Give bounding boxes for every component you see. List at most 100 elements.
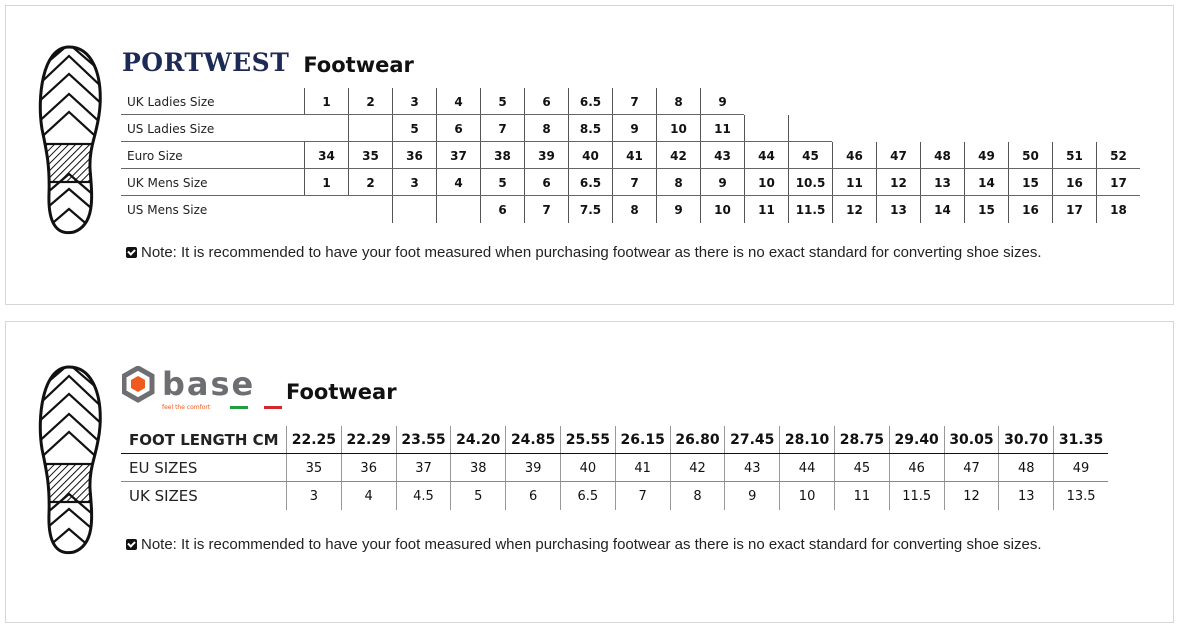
- size-cell: 10: [700, 196, 744, 223]
- size-cell: 40: [568, 142, 612, 169]
- portwest-panel: PORTWEST Footwear UK Ladies Size 1 2 3 4 5 6 6.…: [5, 5, 1174, 305]
- size-cell: 43: [700, 142, 744, 169]
- size-cell: [876, 115, 920, 142]
- row-label: UK Mens Size: [127, 175, 208, 190]
- size-cell: 17: [1096, 169, 1140, 196]
- size-cell: 14: [920, 196, 964, 223]
- size-cell: 13: [876, 196, 920, 223]
- size-cell: 12: [876, 169, 920, 196]
- size-row: US Mens Size 6 7 7.5 8 9 10 11 11.5 12 13 14 15 16 17 1…: [121, 196, 1140, 223]
- size-cell: 7: [614, 482, 670, 510]
- size-cell: 7.5: [568, 196, 612, 223]
- row-label: EU SIZES: [129, 459, 198, 477]
- size-cell: 11: [833, 482, 889, 510]
- size-cell: [392, 196, 436, 223]
- size-cell: 13: [998, 482, 1053, 510]
- size-cell: 25.55: [559, 426, 615, 454]
- size-cell: 24.85: [505, 426, 560, 454]
- size-cell: 24.20: [450, 426, 505, 454]
- size-cell: 35: [348, 142, 392, 169]
- base-wordmark: base: [162, 366, 255, 403]
- size-cell: [964, 88, 1008, 115]
- size-cell: [1096, 88, 1140, 115]
- size-cell: 26.15: [614, 426, 670, 454]
- portwest-header: PORTWEST Footwear: [122, 48, 414, 77]
- size-cell: 13: [920, 169, 964, 196]
- size-cell: 3: [286, 482, 341, 510]
- size-row: US Ladies Size 5 6 7 8 8.5 9 10 11: [121, 115, 1140, 142]
- size-cell: [876, 88, 920, 115]
- size-cell: 18: [1096, 196, 1140, 223]
- size-cell: [348, 196, 392, 223]
- base-tagline: feel the comfort: [162, 404, 211, 411]
- size-cell: 39: [505, 454, 560, 482]
- size-cell: 13.5: [1053, 482, 1108, 510]
- section-title: Footwear: [303, 53, 414, 77]
- size-cell: 6: [436, 115, 480, 142]
- size-cell: 11.5: [788, 196, 832, 223]
- size-cell: [788, 88, 832, 115]
- size-cell: 14: [964, 169, 1008, 196]
- size-cell: 50: [1008, 142, 1052, 169]
- size-cell: 27.45: [724, 426, 779, 454]
- shoe-sole-icon: [34, 364, 106, 559]
- size-cell: 48: [998, 454, 1053, 482]
- size-cell: 44: [779, 454, 834, 482]
- size-cell: 6.5: [559, 482, 615, 510]
- note-text: Note: It is recommended to have your foo…: [141, 244, 1042, 261]
- base-panel: base feel the comfort Footwear FOOT LENG…: [5, 321, 1174, 623]
- base-size-table: FOOT LENGTH CM 22.25 22.29 23.55 24.20 24.85 2…: [121, 426, 1108, 510]
- size-cell: [1052, 115, 1096, 142]
- size-cell: 9: [724, 482, 779, 510]
- size-cell: 34: [304, 142, 348, 169]
- row-divider: [121, 195, 1140, 196]
- size-cell: 6: [480, 196, 524, 223]
- size-cell: [744, 115, 788, 142]
- size-cell: 11: [744, 196, 788, 223]
- size-cell: 37: [395, 454, 451, 482]
- size-cell: 46: [832, 142, 876, 169]
- size-cell: 15: [1008, 169, 1052, 196]
- size-cell: 30.70: [998, 426, 1053, 454]
- size-cell: 22.25: [286, 426, 341, 454]
- row-label: Euro Size: [127, 148, 183, 163]
- size-cell: 29.40: [888, 426, 944, 454]
- size-cell: [1096, 115, 1140, 142]
- size-cell: [304, 196, 348, 223]
- size-cell: 9: [612, 115, 656, 142]
- size-cell: [832, 88, 876, 115]
- size-cell: 41: [612, 142, 656, 169]
- size-cell: [1008, 88, 1052, 115]
- size-note: Note: It is recommended to have your foo…: [126, 536, 1041, 553]
- size-cell: 1: [304, 169, 348, 196]
- portwest-size-table: UK Ladies Size 1 2 3 4 5 6 6.5 7 8 9 US Ladies Size…: [121, 88, 1140, 223]
- size-cell: 10.5: [788, 169, 832, 196]
- size-cell: 11: [832, 169, 876, 196]
- size-cell: 5: [480, 169, 524, 196]
- size-cell: 4.5: [395, 482, 451, 510]
- row-label: UK SIZES: [129, 487, 198, 505]
- row-label: FOOT LENGTH CM: [129, 431, 279, 449]
- size-cell: 5: [392, 115, 436, 142]
- size-cell: [964, 115, 1008, 142]
- size-cell: 12: [943, 482, 999, 510]
- size-cell: 3: [392, 169, 436, 196]
- size-cell: [348, 115, 392, 142]
- size-cell: 8: [669, 482, 725, 510]
- size-cell: 42: [656, 142, 700, 169]
- size-cell: [744, 88, 788, 115]
- size-cell: 3: [392, 88, 436, 115]
- size-cell: 48: [920, 142, 964, 169]
- size-cell: 7: [524, 196, 568, 223]
- size-cell: 49: [1053, 454, 1108, 482]
- size-row: EU SIZES 35 36 37 38 39 40 41 42 43 44 45 46 47 48 49: [121, 454, 1108, 482]
- size-cell: [788, 115, 832, 142]
- size-cell: 49: [964, 142, 1008, 169]
- size-cell: 7: [612, 169, 656, 196]
- size-cell: 9: [700, 88, 744, 115]
- size-cell: 1: [304, 88, 348, 115]
- size-cell: 35: [286, 454, 341, 482]
- base-header: base feel the comfort Footwear: [122, 366, 397, 412]
- size-cell: 17: [1052, 196, 1096, 223]
- note-text: Note: It is recommended to have your foo…: [141, 536, 1042, 553]
